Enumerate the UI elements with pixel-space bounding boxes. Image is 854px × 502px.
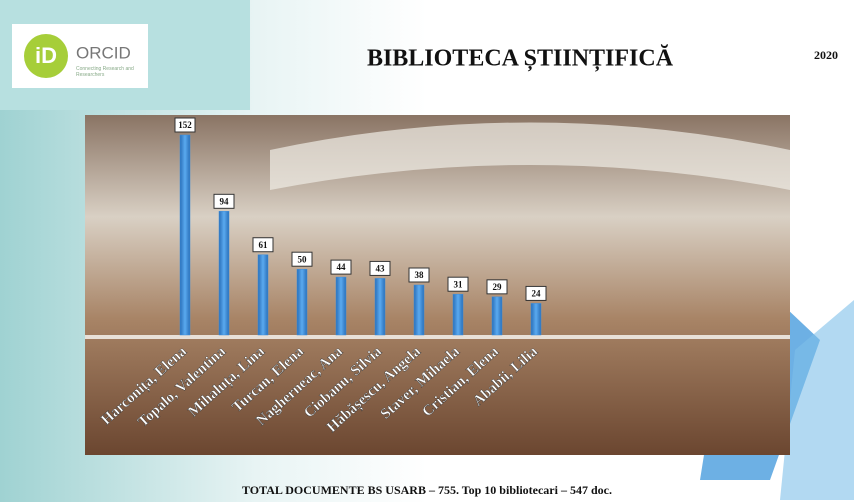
data-label: 43 [376,263,386,273]
data-label: 152 [178,120,192,130]
bar [336,277,346,335]
bar [414,285,424,335]
data-label: 44 [337,262,347,272]
year: 2020 [814,48,838,62]
bar [492,297,502,335]
logo-tagline: Connecting Research and Researchers [76,66,146,78]
slide: iD ORCID Connecting Research and Researc… [0,0,854,502]
footer: TOTAL DOCUMENTE BS USARB – 755. Top 10 b… [242,483,612,497]
data-label: 31 [454,279,464,289]
chart-title: BIBLIOTECA ȘTIINȚIFICĂ [367,45,674,73]
data-label: 61 [259,240,269,250]
baseline [85,335,790,339]
logo-text: ORCID [76,43,131,62]
bar [180,135,190,335]
data-label: 24 [532,288,542,298]
data-label: 38 [415,270,425,280]
bar [531,303,541,335]
bar [375,278,385,335]
bar [297,269,307,335]
data-label: 29 [493,282,503,292]
logo-icon-text: iD [35,43,57,68]
bar [258,255,268,335]
data-label: 94 [220,196,230,206]
data-label: 50 [298,254,308,264]
bar [453,294,463,335]
logo-tagline-box: Connecting Research and Researchers [76,66,146,86]
bar [219,211,229,335]
